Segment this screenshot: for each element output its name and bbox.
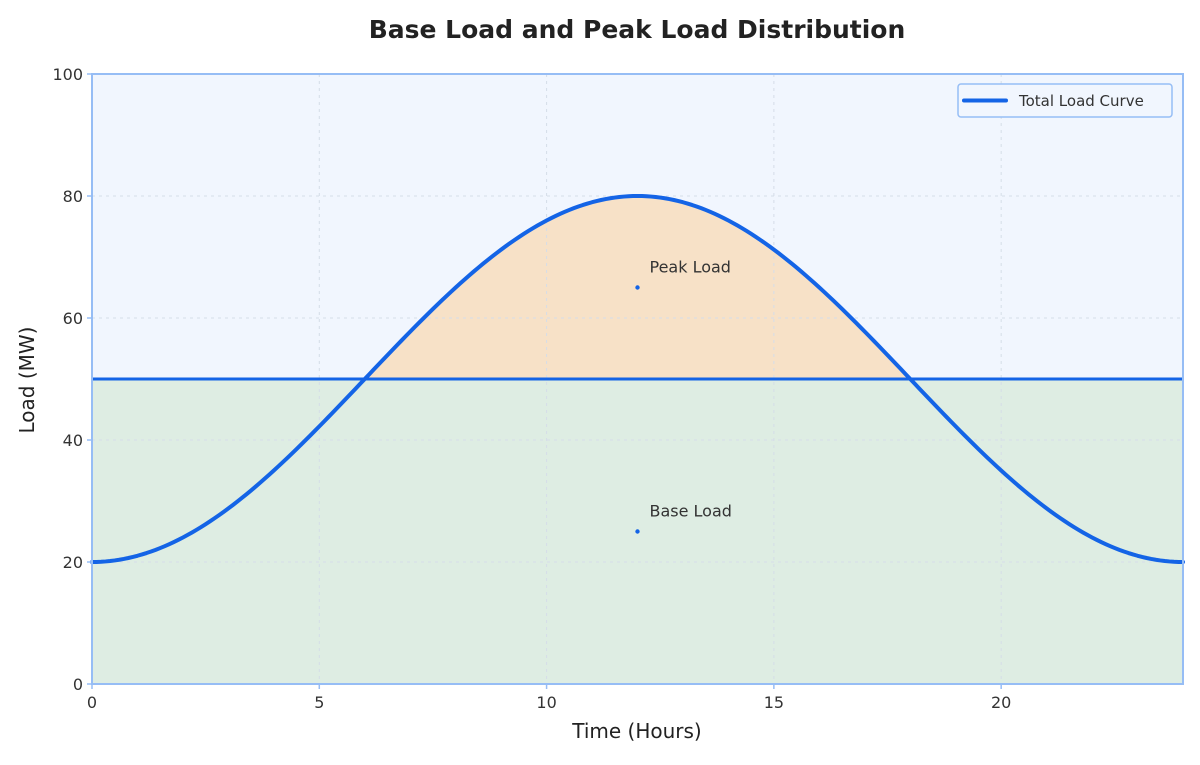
plot-frame [91, 73, 1184, 685]
y-tick-label: 100 [52, 65, 83, 84]
y-tick-label: 40 [63, 431, 83, 450]
legend: Total Load Curve [957, 83, 1173, 118]
annotation-marker [635, 285, 640, 290]
y-axis-ticks: 0 20 40 60 80 100 [52, 65, 92, 694]
y-tick-label: 60 [63, 309, 83, 328]
x-tick-label: 15 [764, 693, 784, 712]
y-tick-label: 20 [63, 553, 83, 572]
y-axis-label: Load (MW) [15, 327, 39, 434]
annotation-marker [635, 529, 640, 534]
x-tick-label: 20 [991, 693, 1011, 712]
x-axis-ticks: 0 5 10 15 20 [87, 684, 1011, 712]
y-tick-label: 80 [63, 187, 83, 206]
annotation-label: Peak Load [650, 258, 731, 277]
annotation-label: Base Load [650, 502, 732, 521]
chart-title: Base Load and Peak Load Distribution [369, 15, 906, 44]
annotations: Peak Load Base Load [635, 258, 732, 534]
x-axis-label: Time (Hours) [571, 719, 702, 743]
x-tick-label: 5 [314, 693, 324, 712]
legend-box [957, 83, 1173, 118]
total-load-curve [90, 194, 1185, 564]
x-tick-label: 0 [87, 693, 97, 712]
x-tick-label: 10 [536, 693, 556, 712]
legend-entry-total-load-curve: Total Load Curve [1018, 92, 1144, 110]
y-tick-label: 0 [73, 675, 83, 694]
